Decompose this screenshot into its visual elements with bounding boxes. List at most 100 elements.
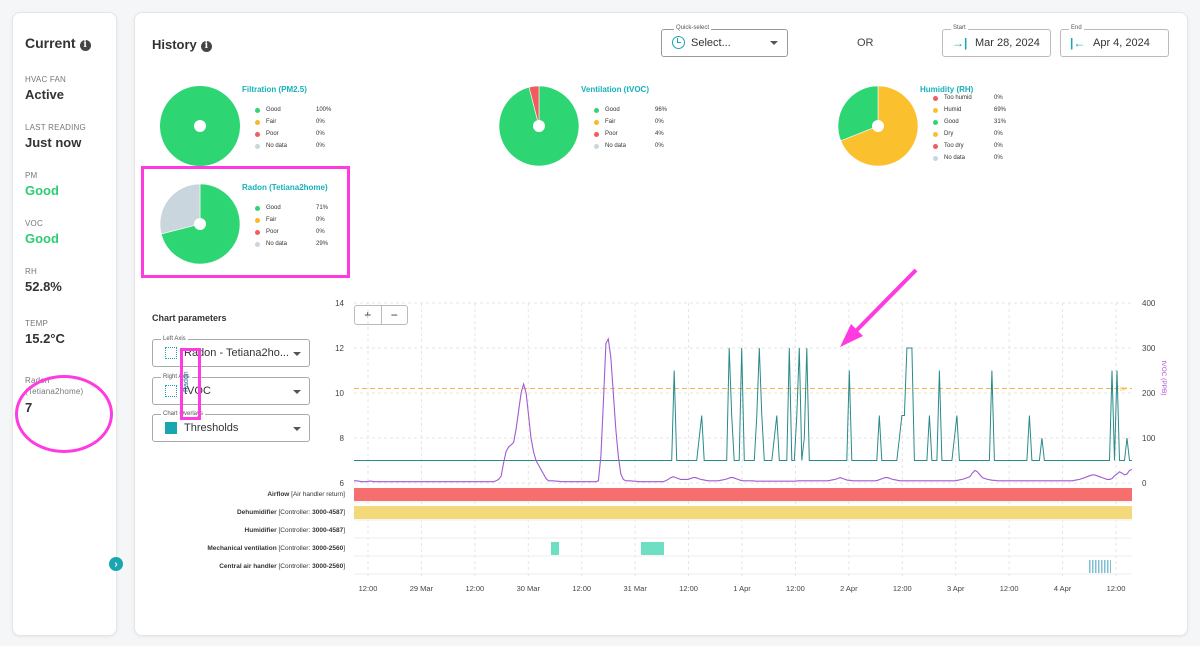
pie-chart: [498, 85, 580, 167]
threshold-label: Fair: [1116, 387, 1126, 393]
overlay-detail: [Controller:: [278, 509, 313, 516]
expand-chevron-icon[interactable]: ›: [109, 557, 123, 571]
metric-label: RH: [25, 267, 37, 276]
legend-dot: [255, 206, 260, 211]
x-tick-label: 12:00: [679, 584, 698, 593]
overlay-name: Mechanical ventilation: [207, 545, 279, 552]
quick-select-dropdown[interactable]: Quick-select Select...: [661, 25, 788, 57]
left-axis-select[interactable]: Left Axis Radon - Tetiana2ho...: [152, 336, 310, 367]
metric-label: TEMP: [25, 319, 49, 328]
pie-slice-no-data: [159, 183, 201, 235]
x-tick-label: 12:00: [786, 584, 805, 593]
pie-center-hole: [872, 120, 884, 132]
legend-dot: [933, 120, 938, 125]
pie-center-hole: [194, 218, 206, 230]
legend-item: Fair 0%: [594, 119, 674, 127]
pie-ventilation: Ventilation (tVOC) Good 96% Fair 0% Poor 4% No…: [498, 85, 698, 173]
legend-pct: 0%: [994, 155, 1003, 161]
pie-title: Radon (Tetiana2home): [242, 183, 328, 192]
quick-select-value: Select...: [691, 37, 731, 49]
overlays-value: Thresholds: [184, 422, 239, 434]
legend-pct: 0%: [655, 119, 664, 125]
legend-item: Fair 0%: [255, 217, 335, 225]
right-axis-select[interactable]: Right Axis tVOC: [152, 374, 310, 405]
history-title: History i: [152, 37, 212, 52]
overlay-controller-id: 3000-2560: [312, 563, 344, 570]
legend-item: Good 96%: [594, 107, 674, 115]
legend-item: Good 31%: [933, 119, 1013, 127]
grid-icon: [165, 347, 177, 359]
zoom-out-button[interactable]: −: [390, 308, 398, 322]
legend-name: Humid: [944, 107, 962, 113]
legend-name: Fair: [266, 119, 277, 125]
history-chart: 12:00 29 Mar 12:00 30 Mar 12:00 31 Mar 12:00 1 …: [335, 299, 1167, 593]
pie-title: Ventilation (tVOC): [581, 85, 649, 94]
legend-dot: [594, 144, 599, 149]
chevron-down-icon: [770, 41, 778, 45]
overlay-bar: [354, 488, 1132, 501]
legend-item: Fair 0%: [255, 119, 335, 127]
right-tick-label: 100: [1142, 434, 1156, 443]
legend-name: Good: [944, 119, 959, 125]
current-title-text: Current: [25, 35, 76, 51]
legend-name: Fair: [266, 217, 277, 223]
legend-pct: 0%: [994, 143, 1003, 149]
legend-item: Poor 0%: [255, 229, 335, 237]
start-date-field[interactable]: Start →| Mar 28, 2024: [942, 25, 1051, 57]
x-tick-label: 12:00: [465, 584, 484, 593]
left-tick-label: 8: [340, 434, 345, 443]
x-tick-label: 29 Mar: [410, 584, 434, 593]
overlays-label: Chart Overlays: [161, 411, 206, 417]
metric-value: 52.8%: [25, 279, 62, 294]
legend-name: Good: [266, 107, 281, 113]
x-tick-label: 3 Apr: [947, 584, 965, 593]
overlay-detail-end: ]: [343, 563, 345, 570]
right-tick-label: 200: [1142, 389, 1156, 398]
legend-item: Humid 69%: [933, 107, 1013, 115]
end-value: Apr 4, 2024: [1093, 37, 1150, 49]
legend-name: Too dry: [944, 143, 964, 149]
pie-humidity: Humidity (RH) Too humid 0% Humid 69% Good 31%…: [837, 85, 1037, 173]
legend-item: Too humid 0%: [933, 95, 1013, 103]
overlay-name: Central air handler: [219, 563, 279, 570]
metric-value: 15.2°C: [25, 331, 65, 346]
current-title: Current i: [25, 35, 91, 51]
metric-pm: PM Good: [25, 171, 59, 198]
legend-name: Too humid: [944, 95, 972, 101]
arrow-from-start-icon: |←: [1070, 36, 1086, 50]
legend-dot: [933, 144, 938, 149]
right-tick-label: 0: [1142, 479, 1147, 488]
legend-item: Poor 0%: [255, 131, 335, 139]
end-date-field[interactable]: End |← Apr 4, 2024: [1060, 25, 1169, 57]
legend-item: Too dry 0%: [933, 143, 1013, 151]
history-title-text: History: [152, 37, 197, 52]
history-panel: History i Quick-select Select... OR Start…: [134, 12, 1188, 636]
overlay-controller-id: 3000-4587: [312, 509, 344, 516]
legend-pct: 29%: [316, 241, 329, 247]
overlay-label: Humidifier [Controller: 3000-4587]: [245, 527, 345, 534]
pie-center-hole: [533, 120, 545, 132]
overlay-bar: [641, 542, 664, 555]
legend-pct: 100%: [316, 107, 332, 113]
chart-overlays-select[interactable]: Chart Overlays Thresholds: [152, 411, 310, 442]
chevron-down-icon: [293, 352, 301, 356]
start-value: Mar 28, 2024: [975, 37, 1040, 49]
overlay-detail: [Controller:: [278, 563, 313, 570]
legend-dot: [933, 132, 938, 137]
x-tick-label: 4 Apr: [1054, 584, 1072, 593]
pie-filtration: Filtration (PM2.5) Good 100% Fair 0% Poor 0% N…: [159, 85, 359, 173]
legend-dot: [255, 108, 260, 113]
x-tick-label: 12:00: [893, 584, 912, 593]
quick-select-label: Quick-select: [674, 25, 712, 31]
info-icon[interactable]: i: [200, 40, 212, 52]
info-icon[interactable]: i: [79, 39, 91, 51]
pie-chart: [160, 86, 240, 166]
metric-hvac-fan: HVAC FAN Active: [25, 75, 66, 102]
legend-name: Poor: [605, 131, 618, 137]
pie-title: Humidity (RH): [920, 85, 974, 94]
x-tick-label: 12:00: [572, 584, 591, 593]
overlay-detail: [Controller:: [278, 527, 313, 534]
series-line-tvoc: [354, 337, 1133, 483]
legend-item: Dry 0%: [933, 131, 1013, 139]
overlay-detail: [Controller:: [278, 545, 313, 552]
